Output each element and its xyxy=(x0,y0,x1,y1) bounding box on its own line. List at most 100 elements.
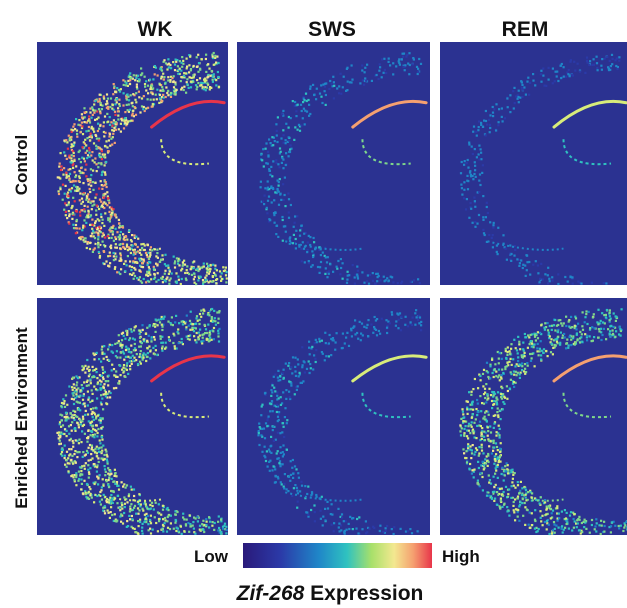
stain-dot xyxy=(486,123,489,126)
stain-dot xyxy=(67,221,70,224)
stain-dot xyxy=(69,188,72,191)
stain-dot xyxy=(488,233,491,237)
stain-dot xyxy=(88,121,92,124)
stain-dot xyxy=(210,69,213,73)
stain-dot xyxy=(395,320,398,323)
stain-dot xyxy=(132,253,135,256)
stain-dot xyxy=(154,323,157,326)
stain-dot xyxy=(173,63,177,66)
stain-dot xyxy=(552,346,555,349)
stain-dot xyxy=(79,131,82,134)
stain-dot xyxy=(379,332,382,335)
stain-dot xyxy=(277,203,281,206)
stain-dot xyxy=(475,408,478,411)
stain-dot xyxy=(79,236,83,239)
stain-dot xyxy=(271,469,274,472)
stain-dot xyxy=(560,510,563,513)
stain-dot xyxy=(276,431,279,434)
stain-dot xyxy=(79,192,82,195)
stain-dot xyxy=(148,271,151,274)
stain-dot xyxy=(138,276,141,279)
stain-dot xyxy=(125,329,128,332)
stain-dot xyxy=(87,471,91,474)
stain-dot xyxy=(63,400,66,403)
stain-dot xyxy=(305,99,308,103)
stain-dot xyxy=(491,407,494,410)
stain-dot xyxy=(577,529,581,532)
stain-dot xyxy=(123,358,126,361)
stain-dot xyxy=(72,476,75,479)
stain-dot xyxy=(297,375,300,378)
stain-dot xyxy=(66,415,69,418)
stain-dot xyxy=(108,206,111,209)
stain-dot xyxy=(602,282,605,285)
stain-dot xyxy=(125,97,128,100)
stain-dot xyxy=(103,505,106,508)
stain-dot xyxy=(509,378,512,381)
stain-dot xyxy=(597,323,600,326)
stain-dot xyxy=(176,59,179,62)
stain-dot xyxy=(361,334,364,337)
stain-dot xyxy=(514,508,518,511)
stain-dot xyxy=(180,277,183,281)
stain-dot xyxy=(78,158,81,161)
stain-dot xyxy=(173,334,176,337)
stain-dot xyxy=(210,317,213,321)
stain-dot xyxy=(339,515,342,518)
stain-dot xyxy=(559,319,562,322)
stain-dot xyxy=(126,84,129,87)
stain-dot xyxy=(282,368,285,371)
stain-dot xyxy=(76,377,80,380)
stain-dot xyxy=(262,427,266,430)
stain-dot xyxy=(175,529,178,533)
stain-dot xyxy=(348,527,351,531)
stain-dot xyxy=(152,87,155,90)
stain-dot xyxy=(102,184,105,187)
stain-dot xyxy=(114,99,117,102)
stain-dot xyxy=(108,516,111,519)
stain-dot xyxy=(612,325,615,328)
stain-dot xyxy=(473,148,476,151)
stain-dot xyxy=(609,65,612,68)
stain-dot xyxy=(204,332,207,335)
stain-dot xyxy=(493,499,496,502)
stain-dot xyxy=(106,462,109,465)
stain-dot xyxy=(539,496,542,499)
stain-dot xyxy=(68,448,71,451)
stain-dot xyxy=(91,113,94,116)
stain-dot xyxy=(145,281,148,284)
stain-dot xyxy=(225,525,228,528)
stain-dot xyxy=(114,519,117,523)
stain-dot xyxy=(68,462,71,465)
stain-dot xyxy=(565,75,568,78)
stain-dot xyxy=(299,490,302,493)
stain-dot xyxy=(510,363,513,366)
stain-dot xyxy=(203,323,206,326)
stain-dot xyxy=(166,63,169,66)
stain-dot xyxy=(58,439,61,442)
stain-dot xyxy=(202,339,205,342)
stain-dot xyxy=(90,413,93,416)
stain-dot xyxy=(112,93,115,96)
stain-dot xyxy=(214,323,217,326)
stain-dot xyxy=(293,104,296,108)
stain-dot xyxy=(466,174,469,177)
stain-dot xyxy=(99,388,102,391)
stain-dot xyxy=(208,310,211,313)
stain-dot xyxy=(133,251,136,254)
stain-dot xyxy=(463,188,466,191)
stain-dot xyxy=(164,82,167,85)
stain-dot xyxy=(119,272,122,276)
stain-dot xyxy=(376,272,379,275)
stain-dot xyxy=(480,464,483,467)
stain-dot xyxy=(505,357,508,360)
stain-dot xyxy=(469,403,472,406)
stain-dot xyxy=(164,95,167,99)
stain-dot xyxy=(504,350,507,353)
stain-dot xyxy=(278,411,281,414)
stain-dot xyxy=(124,270,127,273)
stain-dot xyxy=(534,339,537,342)
stain-dot xyxy=(586,322,589,326)
stain-dot xyxy=(563,518,566,521)
stain-dot xyxy=(125,264,128,267)
